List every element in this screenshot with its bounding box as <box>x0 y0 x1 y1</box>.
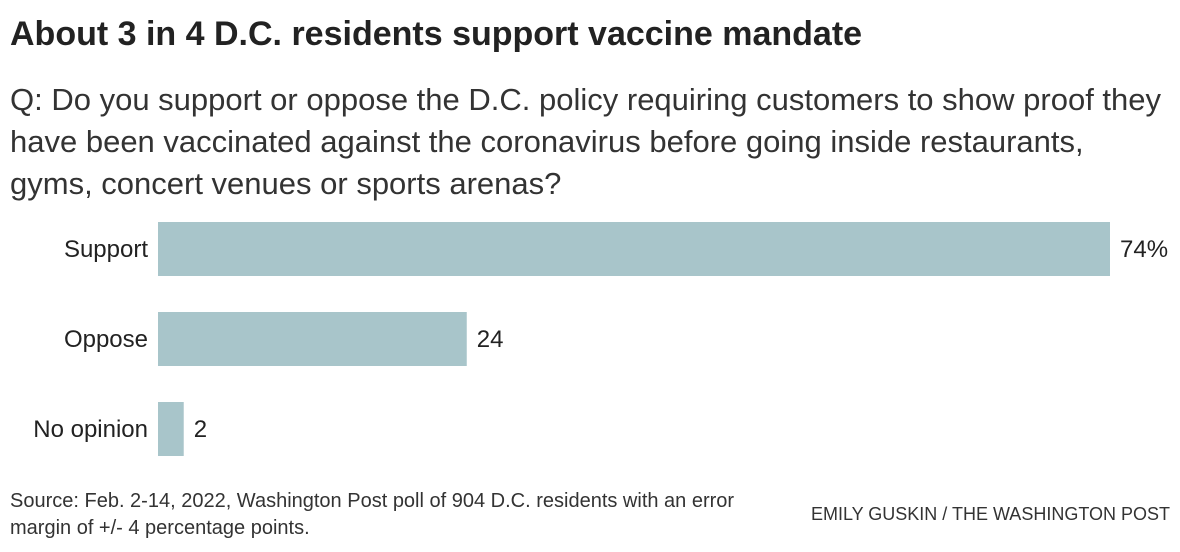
bar-support <box>158 222 1110 276</box>
category-label-no-opinion: No opinion <box>33 416 148 443</box>
survey-question: Q: Do you support or oppose the D.C. pol… <box>10 82 1162 201</box>
bar-chart: Support 74% Oppose 24 No opinion 2 <box>33 222 1168 456</box>
bar-no-opinion <box>158 402 184 456</box>
bar-oppose <box>158 312 467 366</box>
category-label-oppose: Oppose <box>64 326 148 353</box>
value-label-support: 74% <box>1120 236 1168 263</box>
source-note: Source: Feb. 2-14, 2022, Washington Post… <box>10 490 735 539</box>
byline-credit: EMILY GUSKIN / THE WASHINGTON POST <box>810 504 1170 524</box>
category-label-support: Support <box>64 236 148 263</box>
value-label-oppose: 24 <box>477 326 504 353</box>
value-label-no-opinion: 2 <box>194 416 207 443</box>
chart-title: About 3 in 4 D.C. residents support vacc… <box>10 15 863 53</box>
